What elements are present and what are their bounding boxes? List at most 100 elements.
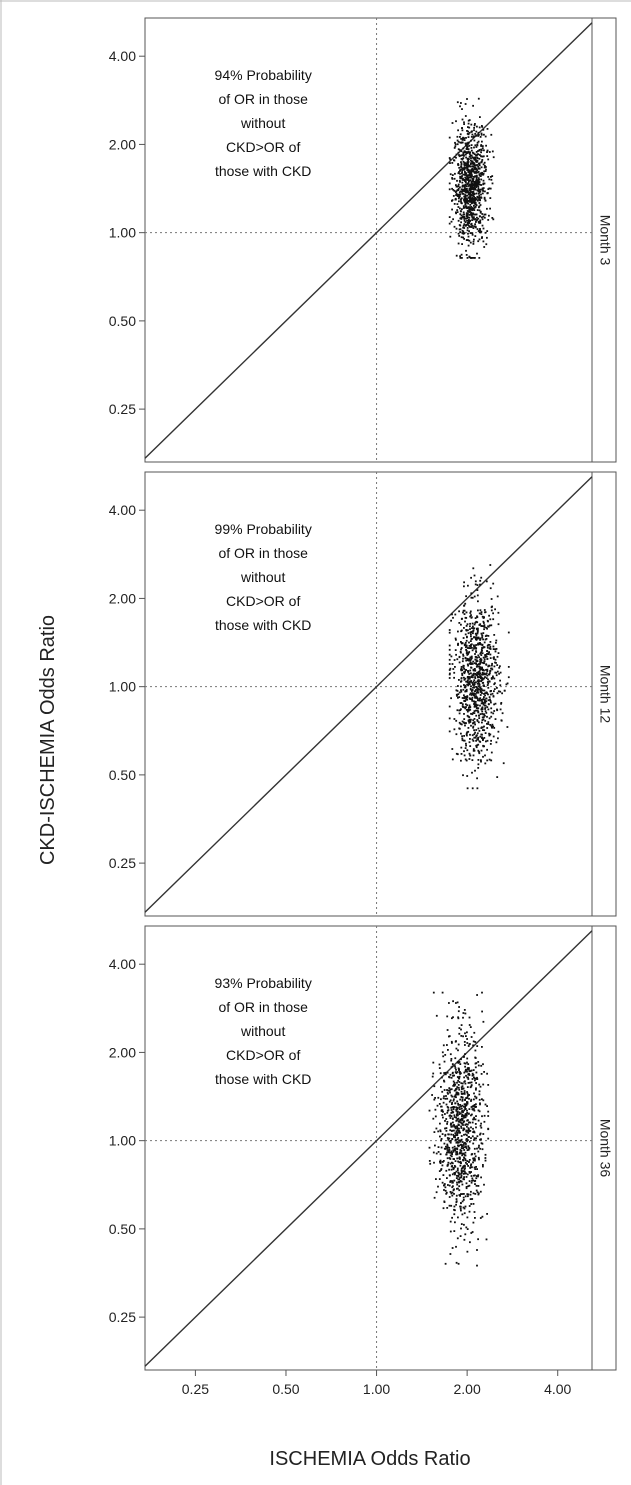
scatter-point — [488, 644, 491, 646]
scatter-point — [482, 718, 485, 721]
identity-diagonal — [144, 476, 593, 913]
scatter-point — [449, 1180, 452, 1182]
scatter-point — [464, 1113, 467, 1115]
scatter-point — [477, 1109, 480, 1112]
scatter-point — [460, 1149, 463, 1152]
scatter-point — [456, 1093, 458, 1096]
scatter-point — [470, 197, 472, 200]
scatter-point — [494, 702, 497, 705]
scatter-point — [460, 641, 462, 643]
scatter-point — [460, 1127, 463, 1129]
scatter-point — [446, 1111, 449, 1114]
scatter-point — [462, 1115, 465, 1118]
scatter-point — [491, 692, 494, 695]
scatter-point — [478, 157, 481, 160]
scatter-point — [460, 1082, 463, 1085]
scatter-point — [461, 1098, 464, 1101]
scatter-point — [463, 1090, 466, 1092]
scatter-point — [448, 648, 451, 651]
scatter-point — [466, 731, 469, 734]
scatter-point — [461, 1141, 464, 1143]
scatter-point — [462, 157, 465, 159]
scatter-point — [463, 750, 465, 753]
scatter-point — [443, 1080, 446, 1083]
scatter-point — [483, 166, 486, 169]
scatter-point — [458, 1152, 461, 1155]
scatter-point — [458, 691, 461, 694]
y-tick-label: 4.00 — [109, 48, 136, 64]
scatter-point — [473, 1031, 476, 1034]
scatter-point — [487, 643, 490, 646]
scatter-point — [456, 1169, 459, 1172]
scatter-point — [480, 161, 483, 163]
scatter-point — [453, 676, 455, 679]
scatter-point — [475, 735, 478, 737]
scatter-point — [487, 686, 490, 689]
scatter-point — [472, 1118, 475, 1121]
scatter-point — [489, 733, 492, 736]
scatter-point — [481, 147, 484, 150]
scatter-point — [451, 187, 453, 190]
scatter-point — [465, 611, 468, 614]
scatter-point — [473, 686, 475, 689]
scatter-point — [480, 1138, 482, 1141]
x-axis-label: ISCHEMIA Odds Ratio — [269, 1448, 470, 1470]
scatter-point — [455, 1116, 457, 1119]
scatter-point — [472, 625, 474, 628]
scatter-point — [450, 1040, 453, 1043]
scatter-point — [472, 227, 475, 229]
scatter-point — [468, 651, 471, 653]
scatter-point — [481, 733, 483, 736]
scatter-point — [465, 629, 468, 631]
scatter-point — [480, 184, 483, 186]
scatter-point — [473, 216, 475, 219]
scatter-point — [463, 718, 466, 720]
scatter-point — [474, 677, 477, 679]
scatter-point — [460, 158, 463, 160]
scatter-point — [465, 1186, 468, 1188]
scatter-point — [461, 1113, 464, 1116]
scatter-point — [472, 217, 475, 220]
scatter-point — [475, 660, 478, 663]
scatter-point — [457, 140, 460, 143]
scatter-point — [462, 688, 465, 691]
scatter-point — [442, 1055, 445, 1058]
scatter-point — [475, 219, 478, 222]
scatter-point — [475, 184, 478, 187]
scatter-point — [476, 738, 479, 741]
annotation-line: CKD>OR of — [226, 139, 300, 155]
scatter-point — [470, 1036, 473, 1038]
scatter-point — [461, 175, 463, 177]
scatter-point — [478, 181, 481, 183]
scatter-point — [481, 140, 483, 143]
scatter-point — [451, 1216, 453, 1219]
scatter-point — [458, 180, 461, 182]
scatter-point — [448, 1100, 451, 1103]
scatter-point — [460, 1227, 462, 1230]
scatter-point — [486, 650, 489, 652]
scatter-point — [474, 668, 476, 670]
scatter-point — [446, 1149, 449, 1151]
scatter-point — [486, 692, 488, 695]
scatter-point — [483, 669, 485, 672]
scatter-point — [467, 677, 470, 680]
scatter-point — [486, 155, 489, 157]
scatter-point — [470, 1190, 472, 1193]
scatter-point — [468, 647, 471, 649]
scatter-point — [480, 649, 483, 651]
scatter-point — [464, 620, 466, 623]
scatter-point — [465, 144, 468, 147]
scatter-point — [457, 232, 460, 235]
scatter-point — [463, 1146, 465, 1148]
scatter-point — [478, 192, 480, 195]
scatter-point — [474, 1159, 476, 1162]
scatter-point — [476, 994, 478, 996]
scatter-point — [448, 1076, 451, 1079]
x-tick-label: 0.50 — [272, 1381, 299, 1397]
scatter-point — [483, 702, 486, 704]
scatter-point — [470, 1137, 472, 1139]
scatter-point — [483, 745, 485, 748]
scatter-point — [478, 194, 481, 197]
